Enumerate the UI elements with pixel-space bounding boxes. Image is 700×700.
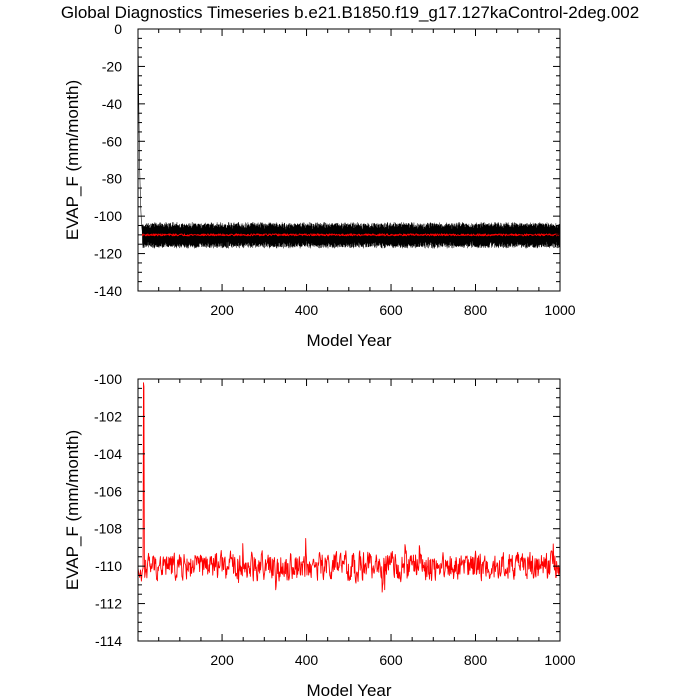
y-tick-label: -60 <box>102 133 122 149</box>
x-tick-label: 1000 <box>544 652 575 668</box>
x-tick-label: 800 <box>464 302 488 318</box>
figure-title: Global Diagnostics Timeseries b.e21.B185… <box>61 3 639 22</box>
bottom-panel-y-axis-label: EVAP_F (mm/month) <box>63 430 82 590</box>
bottom-panel-x-tick-labels: 200 400 600 800 1000 <box>210 652 575 668</box>
x-tick-label: 200 <box>210 652 234 668</box>
y-tick-label: -112 <box>95 596 122 612</box>
x-tick-label: 600 <box>379 652 403 668</box>
top-series-annual-mean <box>141 233 560 237</box>
bottom-panel-y-tick-labels: -100 -102 -104 -106 -108 -110 -112 -114 <box>94 371 122 649</box>
x-tick-label: 200 <box>210 302 234 318</box>
y-tick-label: -100 <box>94 208 122 224</box>
y-tick-label: -108 <box>94 521 122 537</box>
x-tick-label: 400 <box>295 302 319 318</box>
y-tick-label: -104 <box>94 446 122 462</box>
y-tick-label: 0 <box>114 21 122 37</box>
bottom-panel-ticks <box>138 378 561 642</box>
bottom-panel-frame <box>137 378 561 642</box>
y-tick-label: -80 <box>102 171 122 187</box>
top-panel-ticks <box>138 28 561 292</box>
top-panel-y-axis-label: EVAP_F (mm/month) <box>63 80 82 240</box>
top-panel-plot-area <box>138 30 560 249</box>
y-tick-label: -40 <box>102 96 122 112</box>
top-series-monthly <box>138 30 560 249</box>
y-tick-label: -20 <box>102 58 122 74</box>
top-panel: 200 400 600 800 1000 0 -20 -40 -60 -80 -100 -120 -1… <box>63 21 576 350</box>
x-tick-label: 1000 <box>544 302 575 318</box>
y-tick-label: -100 <box>94 371 122 387</box>
y-tick-label: -120 <box>94 246 122 262</box>
top-panel-x-tick-labels: 200 400 600 800 1000 <box>210 302 575 318</box>
y-tick-label: -106 <box>94 483 122 499</box>
x-tick-label: 800 <box>464 652 488 668</box>
bottom-panel: 200 400 600 800 1000 -100 -102 -104 -106 -108 -11… <box>63 371 576 700</box>
y-tick-label: -140 <box>94 283 122 299</box>
bottom-series-annual-mean <box>138 382 560 593</box>
bottom-panel-x-axis-label: Model Year <box>306 681 391 700</box>
y-tick-label: -102 <box>94 408 122 424</box>
top-panel-frame <box>137 28 561 292</box>
top-panel-x-axis-label: Model Year <box>306 331 391 350</box>
x-tick-label: 400 <box>295 652 319 668</box>
top-panel-y-tick-labels: 0 -20 -40 -60 -80 -100 -120 -140 <box>94 21 122 299</box>
x-tick-label: 600 <box>379 302 403 318</box>
y-tick-label: -114 <box>95 633 122 649</box>
bottom-panel-plot-area <box>138 382 560 593</box>
y-tick-label: -110 <box>95 558 122 574</box>
